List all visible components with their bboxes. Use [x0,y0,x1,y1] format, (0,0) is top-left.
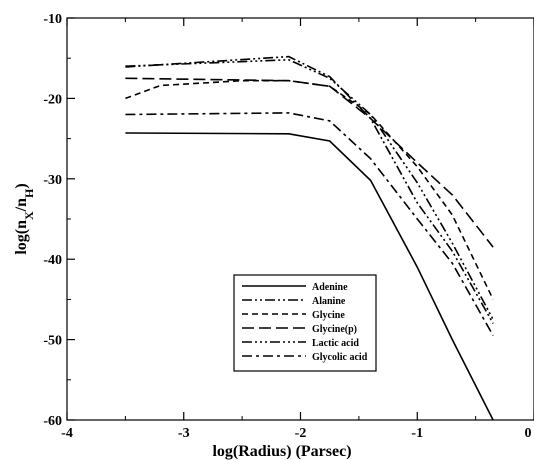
x-tick-label: -1 [411,426,423,441]
x-axis-title: log(Radius) (Parsec) [212,443,351,460]
legend: Adenine Alanine Glycine Glycine(p) Lactic ac… [233,274,377,372]
x-tick-label: -3 [178,426,190,441]
series-line [125,112,494,336]
series-line [125,79,494,300]
series-line [125,58,494,320]
series-line [125,132,494,421]
y-tick-label: -30 [43,173,62,188]
x-tick-label: -4 [61,426,73,441]
y-axis-title: log(nX/nH) [13,183,36,254]
series-line [125,77,494,248]
ticks-layer: -4 -3 -2 -1 0-10-20-30-40-50-60 [43,12,534,441]
y-tick-label: -20 [43,92,62,107]
y-tick-label: -10 [43,12,62,27]
legend-label: Glycine(p) [312,324,357,335]
x-tick-label: -2 [295,426,307,441]
y-tick-label: -40 [43,253,62,268]
y-tick-label: -50 [43,334,62,349]
legend-label: Glycolic acid [312,352,368,363]
series-layer [125,55,494,421]
legend-label: Alanine [312,296,346,307]
x-tick-label: 0 [525,426,532,441]
legend-box [233,274,377,372]
legend-label: Lactic acid [312,338,359,349]
legend-label: Adenine [312,282,348,293]
y-tick-label: -60 [43,414,62,429]
legend-label: Glycine [312,310,345,321]
